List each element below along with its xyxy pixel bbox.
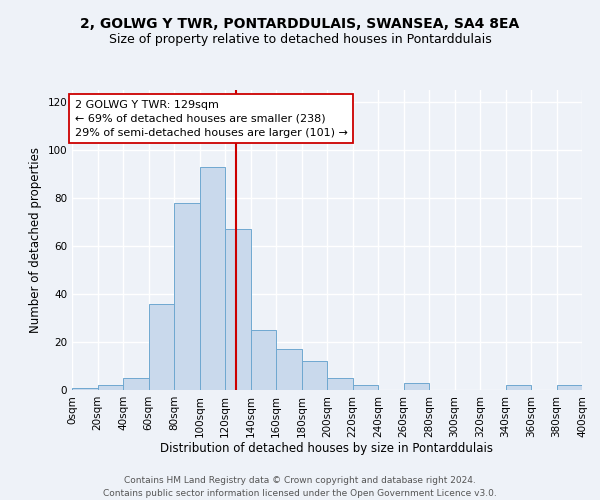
Bar bbox=[404, 383, 429, 390]
Bar bbox=[174, 203, 199, 390]
Bar bbox=[327, 378, 353, 390]
Text: 2 GOLWG Y TWR: 129sqm
← 69% of detached houses are smaller (238)
29% of semi-det: 2 GOLWG Y TWR: 129sqm ← 69% of detached … bbox=[74, 100, 347, 138]
Bar bbox=[123, 378, 149, 390]
Text: Size of property relative to detached houses in Pontarddulais: Size of property relative to detached ho… bbox=[109, 32, 491, 46]
Bar bbox=[506, 385, 531, 390]
Bar bbox=[199, 167, 225, 390]
Bar bbox=[225, 229, 251, 390]
Bar bbox=[557, 385, 582, 390]
Bar bbox=[72, 388, 97, 390]
Bar bbox=[251, 330, 276, 390]
Bar bbox=[149, 304, 174, 390]
Text: 2, GOLWG Y TWR, PONTARDDULAIS, SWANSEA, SA4 8EA: 2, GOLWG Y TWR, PONTARDDULAIS, SWANSEA, … bbox=[80, 18, 520, 32]
Text: Contains HM Land Registry data © Crown copyright and database right 2024.
Contai: Contains HM Land Registry data © Crown c… bbox=[103, 476, 497, 498]
Bar bbox=[353, 385, 378, 390]
Bar bbox=[276, 349, 302, 390]
Y-axis label: Number of detached properties: Number of detached properties bbox=[29, 147, 42, 333]
Bar bbox=[97, 385, 123, 390]
X-axis label: Distribution of detached houses by size in Pontarddulais: Distribution of detached houses by size … bbox=[161, 442, 493, 456]
Bar bbox=[302, 361, 327, 390]
